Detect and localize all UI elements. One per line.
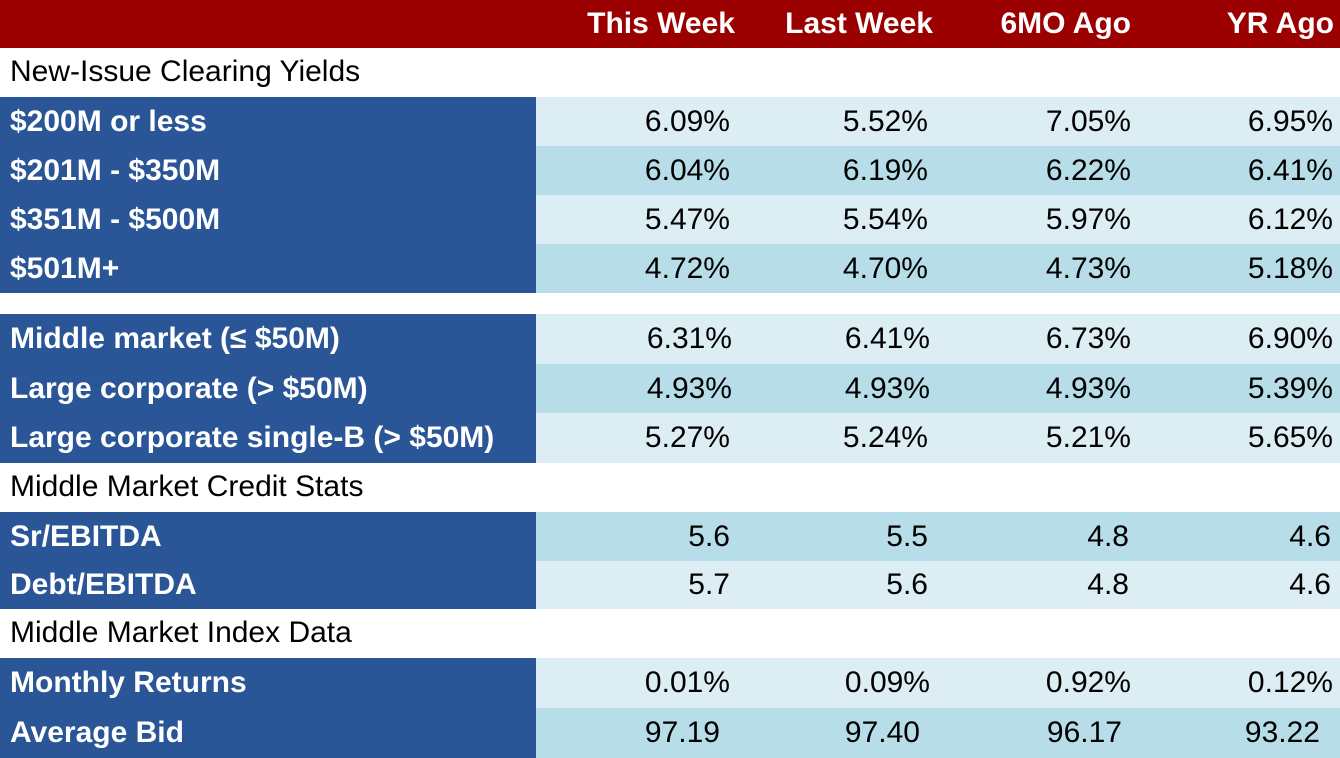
row-label: $201M - $350M (0, 146, 536, 195)
table-row: $201M - $350M 6.04% 6.19% 6.22% 6.41% (0, 146, 1340, 195)
cell-6mo-ago: 6.22% (1045, 153, 1131, 187)
column-header-this-week: This Week (587, 7, 735, 40)
cell-yr-ago: 5.65% (1247, 421, 1333, 454)
table-row: Debt/EBITDA 5.7 5.6 4.8 4.6 (0, 561, 1340, 609)
row-label: Average Bid (0, 708, 536, 758)
cell-yr-ago: 4.6 (1289, 568, 1331, 601)
row-label: $351M - $500M (0, 195, 536, 244)
cell-6mo-ago: 5.21% (1045, 421, 1131, 454)
cell-yr-ago: 6.95% (1247, 104, 1333, 138)
cell-6mo-ago: 0.92% (1045, 666, 1131, 699)
cell-last-week: 5.52% (842, 104, 928, 138)
section-spacer (0, 293, 1340, 314)
column-header-yr-ago: YR Ago (1226, 7, 1334, 40)
cell-this-week: 0.01% (644, 666, 730, 699)
table-row: Middle market (≤ $50M) 6.31% 6.41% 6.73%… (0, 314, 1340, 364)
row-label: $501M+ (0, 244, 536, 293)
column-header-last-week: Last Week (785, 7, 933, 40)
cell-yr-ago: 0.12% (1247, 666, 1333, 699)
cell-this-week: 5.47% (644, 202, 730, 236)
cell-this-week: 5.7 (688, 568, 730, 601)
section-title: New-Issue Clearing Yields (10, 55, 361, 88)
cell-this-week: 5.6 (688, 519, 730, 553)
table-row: $351M - $500M 5.47% 5.54% 5.97% 6.12% (0, 195, 1340, 244)
table-row: Average Bid 97.19 97.40 96.17 93.22 (0, 708, 1340, 758)
cell-this-week: 5.27% (644, 421, 730, 454)
cell-6mo-ago: 96.17 (1046, 716, 1122, 749)
row-label: Debt/EBITDA (0, 561, 536, 609)
cell-this-week: 4.72% (644, 251, 730, 285)
cell-yr-ago: 93.22 (1244, 716, 1320, 749)
cell-6mo-ago: 4.8 (1087, 519, 1129, 553)
cell-yr-ago: 4.6 (1289, 519, 1331, 553)
row-label: $200M or less (0, 97, 536, 146)
cell-yr-ago: 6.90% (1247, 322, 1333, 355)
cell-yr-ago: 5.18% (1247, 251, 1333, 285)
cell-this-week: 6.09% (644, 104, 730, 138)
cell-last-week: 6.41% (844, 322, 930, 355)
cell-last-week: 4.93% (844, 371, 930, 405)
table-row: Monthly Returns 0.01% 0.09% 0.92% 0.12% (0, 658, 1340, 708)
cell-yr-ago: 6.41% (1247, 153, 1333, 187)
section-title: Middle Market Index Data (10, 616, 352, 649)
column-header-6mo-ago: 6MO Ago (1000, 7, 1131, 40)
cell-6mo-ago: 4.8 (1087, 568, 1129, 601)
cell-last-week: 5.24% (842, 421, 928, 454)
cell-6mo-ago: 4.73% (1045, 251, 1131, 285)
cell-6mo-ago: 4.93% (1045, 371, 1131, 405)
cell-last-week: 5.54% (842, 202, 928, 236)
cell-this-week: 6.04% (644, 153, 730, 187)
cell-last-week: 0.09% (844, 666, 930, 699)
cell-yr-ago: 5.39% (1247, 371, 1333, 405)
cell-yr-ago: 6.12% (1247, 202, 1333, 236)
cell-last-week: 4.70% (842, 251, 928, 285)
header-row: This Week Last Week 6MO Ago YR Ago (0, 0, 1340, 48)
section-title-row: New-Issue Clearing Yields (0, 48, 1340, 97)
cell-6mo-ago: 6.73% (1045, 322, 1131, 355)
cell-last-week: 97.40 (844, 716, 920, 749)
table-row: $200M or less 6.09% 5.52% 7.05% 6.95% (0, 97, 1340, 146)
row-label: Large corporate single-B (> $50M) (0, 413, 536, 463)
section-title-row: Middle Market Index Data (0, 609, 1340, 658)
row-label: Monthly Returns (0, 658, 536, 708)
cell-last-week: 6.19% (842, 153, 928, 187)
cell-6mo-ago: 7.05% (1045, 104, 1131, 138)
cell-last-week: 5.6 (886, 568, 928, 601)
table-row: Sr/EBITDA 5.6 5.5 4.8 4.6 (0, 512, 1340, 561)
cell-last-week: 5.5 (886, 519, 928, 553)
row-label: Sr/EBITDA (0, 512, 536, 561)
section-title-row: Middle Market Credit Stats (0, 463, 1340, 512)
table-row: Large corporate (> $50M) 4.93% 4.93% 4.9… (0, 364, 1340, 413)
cell-6mo-ago: 5.97% (1045, 202, 1131, 236)
table-row: Large corporate single-B (> $50M) 5.27% … (0, 413, 1340, 463)
cell-this-week: 97.19 (644, 716, 720, 749)
row-label: Large corporate (> $50M) (0, 364, 536, 413)
cell-this-week: 4.93% (646, 371, 732, 405)
table-row: $501M+ 4.72% 4.70% 4.73% 5.18% (0, 244, 1340, 293)
section-title: Middle Market Credit Stats (10, 470, 364, 503)
row-label: Middle market (≤ $50M) (0, 314, 536, 364)
cell-this-week: 6.31% (646, 322, 732, 355)
